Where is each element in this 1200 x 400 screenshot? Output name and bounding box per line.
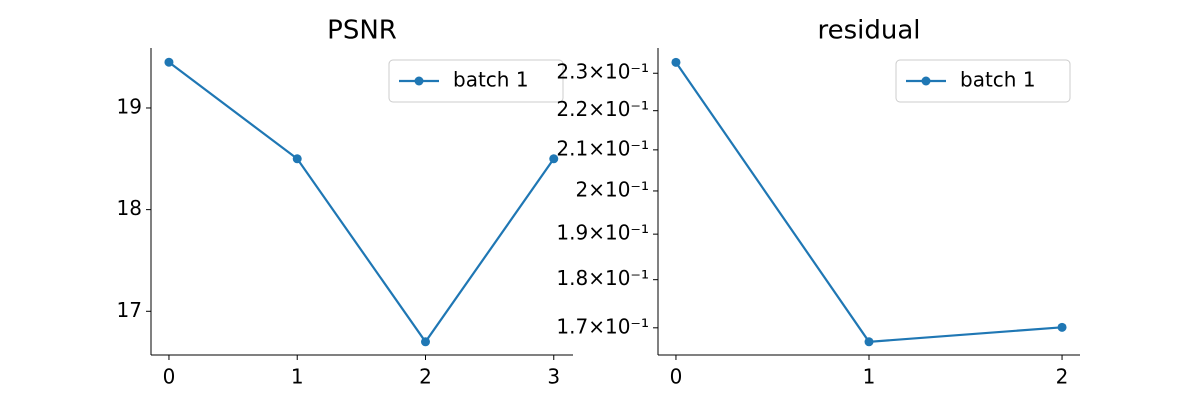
x-tick-label: 0 [670, 365, 683, 389]
point [420, 337, 430, 347]
x-tick-label: 3 [547, 365, 560, 389]
y-tick-label: 19 [117, 94, 142, 118]
legend-box [895, 59, 1071, 103]
subplot: PSNR 0 1 2 3 17 18 19 batch 1 [117, 16, 573, 389]
point [164, 57, 174, 67]
legend-marker [414, 76, 424, 86]
series-line [168, 61, 555, 344]
x-tick-label: 2 [1056, 365, 1069, 389]
chart-title: PSNR [327, 16, 397, 46]
y-tick-label: 2.2×10⁻¹ [556, 97, 649, 121]
y-tick-label: 2×10⁻¹ [575, 177, 649, 201]
point [549, 154, 559, 164]
point [292, 154, 302, 164]
y-tick-label: 2.1×10⁻¹ [556, 136, 649, 160]
chart-title: residual [817, 16, 920, 46]
y-tick-label: 1.7×10⁻¹ [556, 314, 649, 338]
series-line [675, 61, 1063, 343]
legend-box [388, 59, 564, 103]
point [864, 337, 874, 347]
legend-label: batch 1 [453, 68, 529, 92]
y-tick-label: 2.3×10⁻¹ [556, 60, 649, 84]
legend-marker [921, 76, 931, 86]
x-tick-label: 2 [419, 365, 432, 389]
x-tick-label: 0 [163, 365, 176, 389]
legend-label: batch 1 [960, 68, 1036, 92]
subplot: residual 0 1 2 1.7×10⁻¹ 1.8×10⁻¹ 1.9×10⁻¹ 2×10⁻… [556, 16, 1080, 389]
x-tick-label: 1 [291, 365, 304, 389]
y-tick-label: 18 [117, 196, 142, 220]
y-tick-label: 1.8×10⁻¹ [556, 266, 649, 290]
y-tick-label: 17 [117, 298, 142, 322]
y-tick-label: 1.9×10⁻¹ [556, 221, 649, 245]
point [671, 57, 681, 67]
point [1057, 322, 1067, 332]
x-tick-label: 1 [863, 365, 876, 389]
